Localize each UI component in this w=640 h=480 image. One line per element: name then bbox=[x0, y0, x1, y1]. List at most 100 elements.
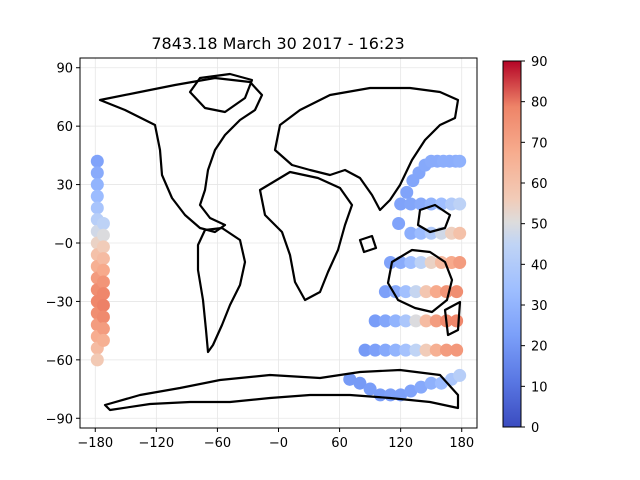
data-point-71 bbox=[389, 314, 403, 328]
data-point-82 bbox=[399, 343, 413, 357]
data-point-41 bbox=[414, 197, 428, 211]
colorbar-ticks: 0 10 20 30 40 50 60 70 80 90 bbox=[521, 55, 548, 436]
colorbar-tick-label-0: 0 bbox=[531, 421, 539, 436]
data-point-3 bbox=[90, 189, 104, 203]
data-point-90 bbox=[363, 382, 377, 396]
islands-coast bbox=[358, 203, 462, 337]
data-point-28 bbox=[96, 333, 110, 347]
colorbar: 0 10 20 30 40 50 60 70 80 90 bbox=[502, 55, 548, 436]
colorbar-gradient bbox=[502, 60, 522, 428]
data-point-94 bbox=[404, 384, 418, 398]
data-point-55 bbox=[404, 255, 418, 269]
y-tick-label-4: −30 bbox=[46, 295, 73, 310]
chart-title: 7843.18 March 30 2017 - 16:23 bbox=[151, 34, 404, 53]
data-point-88 bbox=[343, 372, 357, 386]
data-point-45 bbox=[453, 197, 467, 211]
data-point-99 bbox=[453, 368, 467, 382]
data-point-56 bbox=[414, 255, 428, 269]
data-point-47 bbox=[404, 226, 418, 240]
data-point-52 bbox=[453, 226, 467, 240]
data-point-0 bbox=[90, 154, 104, 168]
x-tick-label-4: 60 bbox=[331, 436, 348, 451]
europe-asia-coast bbox=[273, 86, 460, 212]
australia-coast bbox=[386, 248, 454, 314]
data-point-22 bbox=[96, 263, 110, 277]
data-point-18 bbox=[96, 217, 110, 231]
data-point-39 bbox=[453, 154, 467, 168]
colorbar-tick-label-8: 80 bbox=[531, 96, 548, 111]
data-point-48 bbox=[414, 226, 428, 240]
data-point-83 bbox=[409, 343, 423, 357]
data-point-1 bbox=[90, 166, 104, 180]
data-point-69 bbox=[368, 314, 382, 328]
colorbar-tick-label-4: 40 bbox=[531, 258, 548, 273]
data-point-58 bbox=[434, 255, 448, 269]
x-tick-label-2: −60 bbox=[204, 436, 231, 451]
data-point-87 bbox=[450, 343, 464, 357]
colorbar-tick-label-3: 30 bbox=[531, 299, 548, 314]
data-point-89 bbox=[353, 376, 367, 390]
data-point-24 bbox=[96, 287, 110, 301]
data-point-63 bbox=[399, 285, 413, 299]
greenland-coast bbox=[188, 72, 254, 114]
data-point-29 bbox=[394, 197, 408, 211]
x-tick-label-3: −0 bbox=[269, 436, 288, 451]
data-point-74 bbox=[419, 314, 433, 328]
y-tick-label-3: −0 bbox=[54, 237, 73, 252]
data-point-78 bbox=[358, 343, 372, 357]
data-point-75 bbox=[429, 314, 443, 328]
data-point-53 bbox=[383, 255, 397, 269]
colorbar-tick-label-9: 90 bbox=[531, 55, 548, 70]
data-point-23 bbox=[96, 275, 110, 289]
data-point-77 bbox=[450, 314, 464, 328]
data-point-27 bbox=[96, 322, 110, 336]
data-point-95 bbox=[414, 380, 428, 394]
data-point-68 bbox=[450, 285, 464, 299]
data-point-60 bbox=[453, 255, 467, 269]
colorbar-tick-label-1: 10 bbox=[531, 380, 548, 395]
coastlines bbox=[98, 72, 462, 412]
colorbar-tick-label-5: 50 bbox=[531, 218, 548, 233]
colorbar-tick-label-2: 20 bbox=[531, 340, 548, 355]
data-point-25 bbox=[96, 298, 110, 312]
data-point-19 bbox=[96, 228, 110, 242]
data-point-2 bbox=[90, 178, 104, 192]
y-tick-label-6: −90 bbox=[46, 412, 73, 427]
antarctica-coast bbox=[103, 368, 460, 412]
y-tick-label-1: 60 bbox=[56, 120, 73, 135]
data-point-85 bbox=[429, 343, 443, 357]
y-tick-label-5: −60 bbox=[46, 354, 73, 369]
data-point-65 bbox=[419, 285, 433, 299]
y-tick-label-2: 30 bbox=[56, 179, 73, 194]
data-point-96 bbox=[424, 376, 438, 390]
data-point-61 bbox=[378, 285, 392, 299]
data-point-20 bbox=[96, 240, 110, 254]
data-point-70 bbox=[378, 314, 392, 328]
data-point-4 bbox=[90, 201, 104, 215]
y-tick-label-0: 90 bbox=[56, 62, 73, 77]
x-tick-label-5: 120 bbox=[388, 436, 413, 451]
data-point-40 bbox=[404, 197, 418, 211]
data-point-21 bbox=[96, 252, 110, 266]
data-point-79 bbox=[368, 343, 382, 357]
data-point-73 bbox=[409, 314, 423, 328]
x-tick-label-0: −180 bbox=[77, 436, 113, 451]
north-america-coast bbox=[98, 76, 264, 234]
data-point-57 bbox=[424, 255, 438, 269]
colorbar-tick-label-7: 70 bbox=[531, 136, 548, 151]
y-axis: 90 60 30 −0 −30 −60 −90 bbox=[46, 62, 80, 427]
x-tick-label-1: −120 bbox=[138, 436, 174, 451]
africa-coast bbox=[258, 170, 354, 302]
data-point-86 bbox=[439, 343, 453, 357]
data-point-30 bbox=[400, 185, 414, 199]
colorbar-tick-label-6: 60 bbox=[531, 177, 548, 192]
data-point-26 bbox=[96, 310, 110, 324]
data-point-72 bbox=[399, 314, 413, 328]
data-point-64 bbox=[409, 285, 423, 299]
x-axis: −180 −120 −60 −0 60 120 180 bbox=[77, 428, 474, 451]
data-point-66 bbox=[429, 285, 443, 299]
south-america-coast bbox=[196, 226, 247, 354]
data-point-81 bbox=[389, 343, 403, 357]
data-point-46 bbox=[392, 217, 406, 231]
